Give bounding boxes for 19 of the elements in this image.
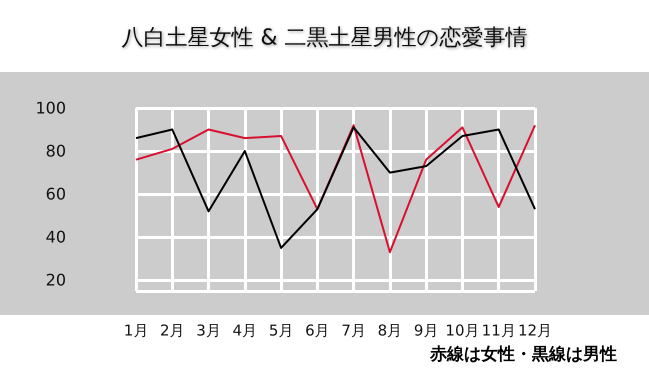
- x-tick-label: 8月: [378, 322, 402, 340]
- x-tick-label: 11月: [482, 322, 516, 340]
- x-tick-label: 2月: [160, 322, 185, 340]
- text: 赤線は女性・黒線は男性: [429, 344, 617, 364]
- x-tick-label: 3月: [196, 322, 221, 340]
- x-tick-label: 12月: [518, 322, 552, 340]
- chart-title: 八白土星女性 & 二黒土星男性の恋愛事情: [121, 26, 528, 50]
- x-tick-label: 9月: [414, 322, 438, 340]
- x-tick-label: 7月: [341, 322, 366, 340]
- y-tick-label: 100: [35, 98, 66, 118]
- x-tick-label: 1月: [124, 322, 148, 340]
- x-tick-label: 6月: [305, 322, 330, 340]
- y-tick-label: 60: [46, 184, 66, 204]
- x-tick-label: 10月: [445, 322, 480, 340]
- x-tick-label: 4月: [232, 322, 258, 340]
- y-tick-label: 80: [46, 142, 66, 161]
- y-tick-label: 20: [46, 270, 66, 290]
- y-tick-label: 40: [46, 228, 66, 247]
- x-tick-label: 5月: [268, 322, 294, 340]
